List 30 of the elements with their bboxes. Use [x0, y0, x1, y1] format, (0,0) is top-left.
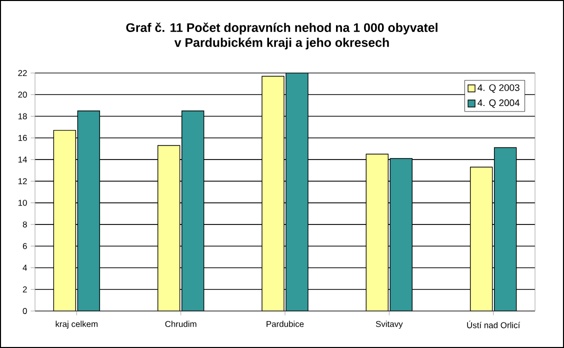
- bar: [286, 73, 308, 311]
- bar: [494, 147, 517, 311]
- bar: [181, 110, 204, 311]
- bar: [262, 76, 284, 311]
- y-tick-label: 20: [18, 92, 27, 98]
- bar: [77, 110, 100, 311]
- legend-label: 4. Q 2003: [478, 84, 520, 93]
- y-tick-label: 12: [18, 178, 27, 184]
- y-tick-label: 4: [22, 264, 27, 271]
- chart-title: Graf č. 11 Počet dopravních nehod na 1 000 obyvatel v Pardubickém kraji a jeho okresech: [126, 22, 438, 50]
- y-tick-label: 14: [18, 156, 27, 162]
- y-tick-label: 22: [18, 70, 27, 76]
- y-tick-label: 18: [18, 113, 27, 120]
- y-tick-label: 10: [18, 200, 27, 206]
- y-tick-label: 6: [22, 243, 27, 250]
- bar: [157, 145, 180, 311]
- y-tick-label: 2: [22, 286, 27, 292]
- bar: [390, 158, 413, 311]
- y-tick-label: 16: [18, 134, 27, 141]
- x-tick-label: Svitavy: [376, 320, 403, 329]
- x-tick-label: kraj celkem: [56, 320, 98, 329]
- bar: [470, 166, 493, 311]
- y-tick-label: 0: [22, 308, 27, 314]
- x-tick-label: Pardubice: [266, 320, 304, 327]
- bar: [53, 130, 76, 311]
- y-tick-label: 8: [22, 221, 27, 228]
- x-tick-label: Chrudim: [165, 320, 196, 327]
- bar: [366, 154, 389, 311]
- legend-label: 4. Q 2004: [478, 99, 520, 108]
- x-tick-label: Ústí nad Orlicí: [467, 320, 520, 328]
